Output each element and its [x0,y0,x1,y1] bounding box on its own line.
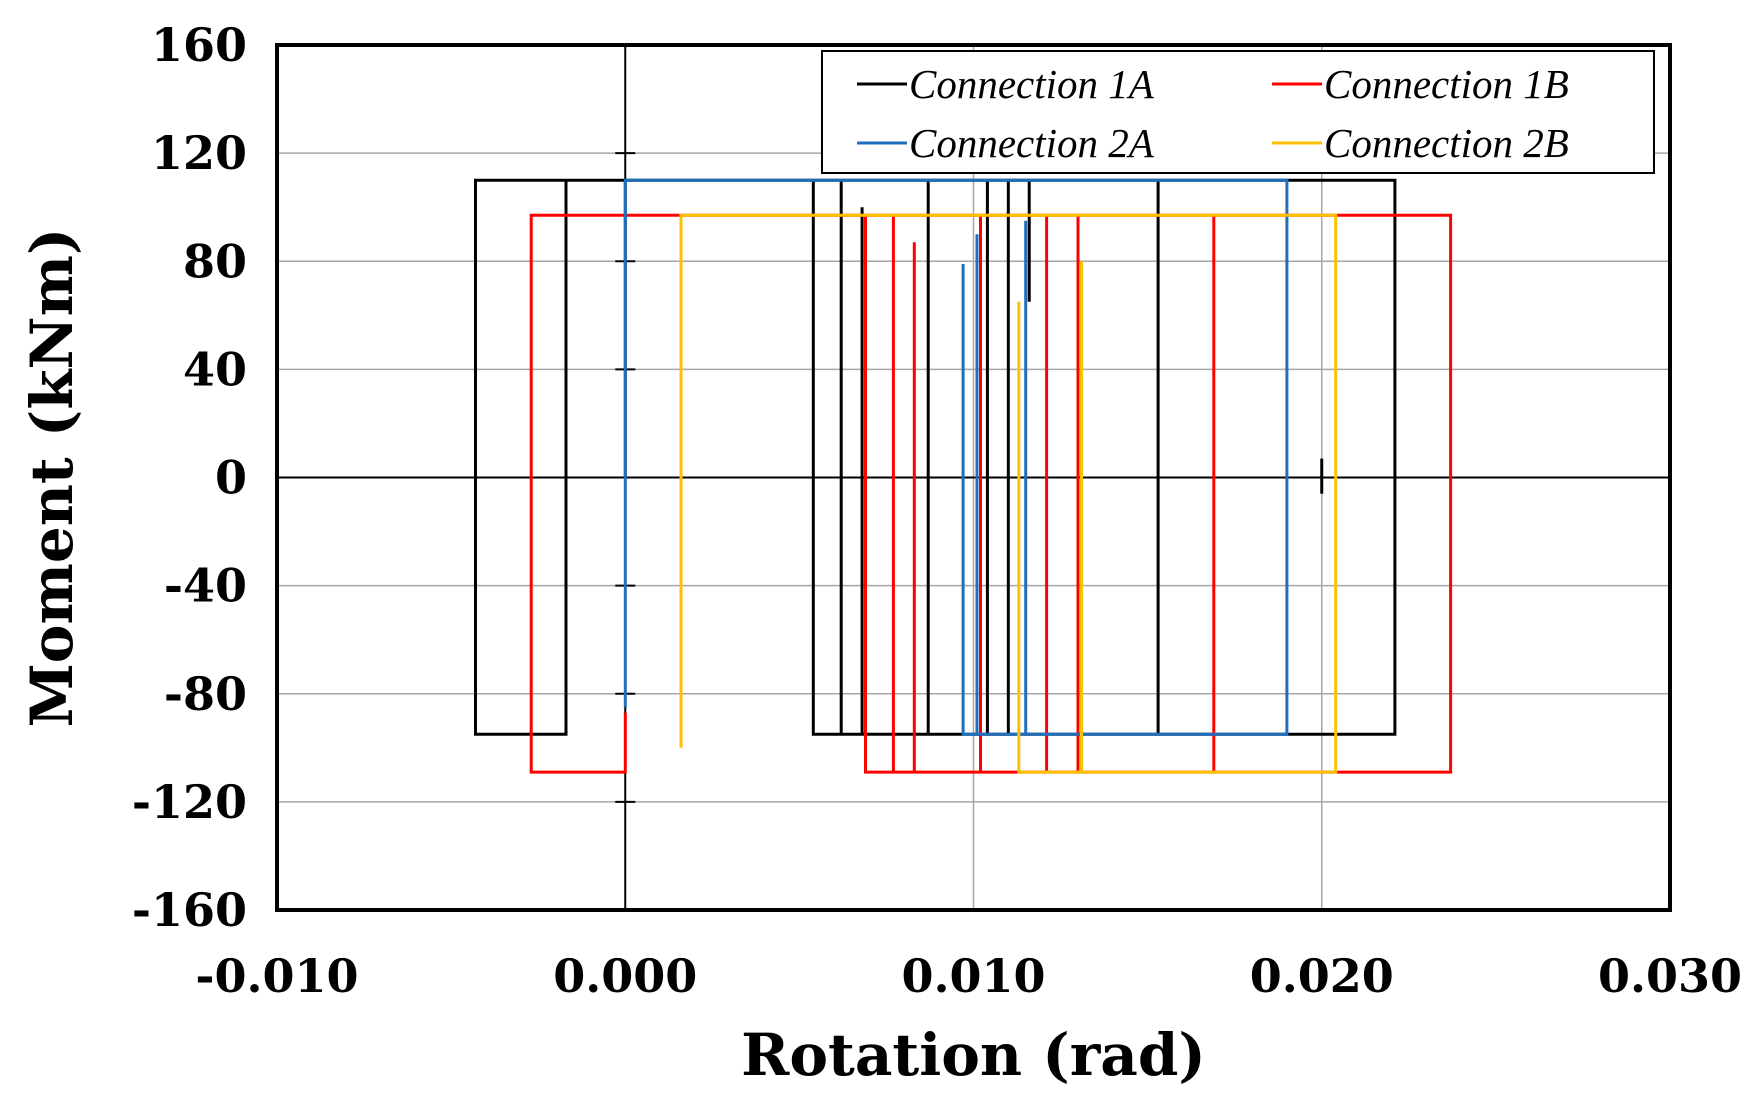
y-tick-label: 40 [183,342,247,396]
legend-entry-label: Connection 1B [1324,61,1569,107]
legend: Connection 1A Connection 1B Connection 2A C… [821,50,1655,174]
y-tick-label: -120 [132,775,247,829]
series-line-1 [474,178,1397,736]
series-line-3 [623,178,1289,736]
series-line-2 [529,213,1453,774]
y-tick-label: -40 [164,559,247,613]
y-axis-title: Moment (kNm) [18,228,86,728]
y-tick-label: -80 [164,667,247,721]
legend-entry-label: Connection 1A [909,61,1155,107]
legend-box [821,50,1655,174]
series-line-4 [679,213,1338,774]
legend-entry-label: Connection 2B [1324,120,1569,166]
y-tick-label: -160 [132,883,247,937]
y-tick-label: 0 [215,451,247,505]
x-tick-labels: -0.010 0.000 0.010 0.020 0.030 [195,949,1742,1003]
plot-area-frame [275,43,1672,912]
legend-entry-label: Connection 2A [909,120,1155,166]
x-tick-label: 0.020 [1250,949,1394,1003]
y-tick-label: 80 [183,234,247,288]
y-tick-label: 160 [151,18,247,72]
x-tick-label: 0.010 [901,949,1045,1003]
x-tick-label: 0.000 [553,949,697,1003]
y-tick-labels: 160 120 80 40 0 -40 -80 -120 -160 [132,18,247,937]
gridlines [277,45,1670,910]
y-tick-label: 120 [151,126,247,180]
x-tick-label: -0.010 [195,949,358,1003]
x-tick-label: 0.030 [1598,949,1742,1003]
x-axis-title: Rotation (rad) [741,1021,1206,1089]
series-lines [474,178,1453,774]
